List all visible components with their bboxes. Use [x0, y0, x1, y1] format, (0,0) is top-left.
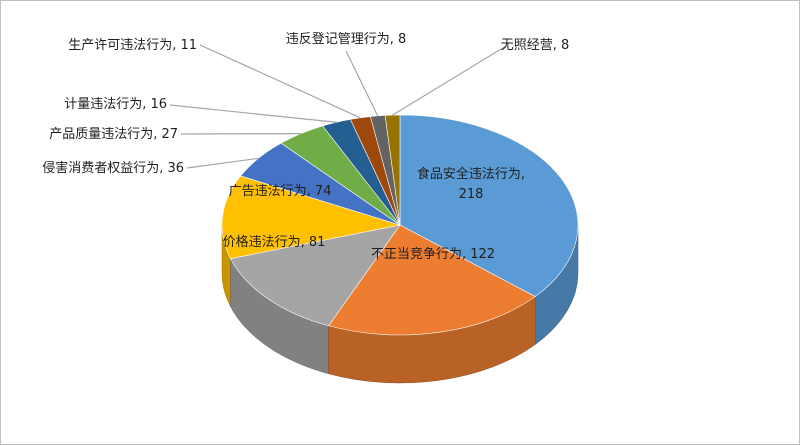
pie-slice-0: [399, 114, 579, 297]
leader-line-8: [345, 50, 379, 117]
data-label-3: 广告违法行为, 74: [229, 184, 332, 199]
pie-slice-2: [230, 224, 401, 327]
pie-slice-1: [328, 224, 536, 336]
data-label-0: 食品安全违法行为, 218: [417, 166, 525, 202]
data-label-5: 产品质量违法行为, 27: [49, 127, 178, 142]
data-label-2: 价格违法行为, 81: [223, 234, 326, 250]
data-label-9: 无照经营, 8: [501, 38, 570, 53]
leader-line-4: [186, 157, 259, 169]
pie-slice-9: [384, 114, 401, 226]
pie-sides: [221, 224, 579, 384]
data-label-8: 违反登记管理行为, 8: [286, 32, 407, 47]
data-label-1: 不正当竞争行为, 122: [371, 246, 495, 262]
pie-top: [221, 114, 579, 336]
leader-line-9: [392, 45, 507, 116]
data-label-7: 生产许可违法行为, 11: [68, 38, 197, 53]
data-label-4: 侵害消费者权益行为, 36: [42, 160, 184, 176]
leader-line-6: [169, 104, 337, 123]
data-labels: 食品安全违法行为, 218 不正当竞争行为, 122 价格违法行为, 81 广告违法行为…: [42, 32, 569, 262]
leader-lines: [169, 44, 507, 169]
leader-line-7: [199, 44, 361, 119]
pie-slice-3: [221, 175, 401, 260]
data-label-6: 计量违法行为, 16: [64, 97, 167, 112]
